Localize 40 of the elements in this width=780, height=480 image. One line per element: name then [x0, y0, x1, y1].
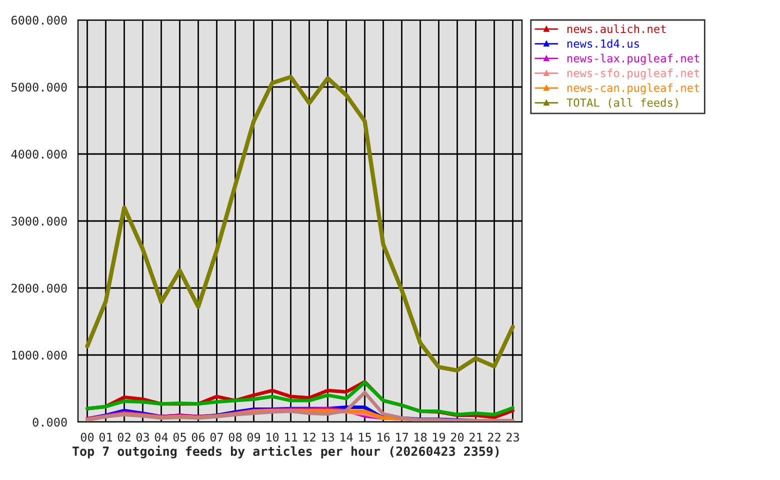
x-tick-label: 14: [340, 432, 353, 442]
legend-label: news.1d4.us: [567, 39, 639, 48]
x-tick-label: 08: [228, 432, 242, 442]
y-tick-label: 3000.000: [12, 216, 67, 226]
x-tick-label: 10: [266, 432, 279, 442]
x-tick-label: 18: [414, 432, 427, 442]
x-tick-label: 21: [470, 432, 482, 442]
x-tick-label: 02: [118, 432, 130, 442]
x-tick-label: 20: [451, 432, 464, 442]
legend-label: news-can.pugleaf.net: [567, 83, 700, 94]
y-tick-label: 2000.000: [12, 284, 67, 293]
x-tick-label: 05: [173, 432, 186, 442]
x-tick-label: 12: [304, 432, 316, 442]
x-tick-label: 11: [285, 432, 298, 442]
x-tick-label: 16: [378, 432, 390, 442]
x-tick-label: 15: [359, 432, 371, 442]
legend-label: news-sfo.pugleaf.net: [567, 68, 700, 80]
x-tick-label: 04: [154, 432, 168, 442]
y-tick-label: 1000.000: [12, 350, 67, 360]
x-tick-label: 17: [396, 432, 408, 442]
x-tick-label: 22: [488, 432, 500, 442]
y-tick-label: 0.000: [32, 418, 67, 427]
legend-label: news-lax.pugleaf.net: [567, 54, 700, 65]
y-tick-label: 6000.000: [11, 16, 67, 25]
x-tick-label: 13: [322, 432, 334, 442]
legend-label: TOTAL (all feeds): [566, 98, 678, 108]
x-tick-label: 09: [247, 432, 260, 442]
text: Top 7 outgoing feeds by articles per hour (20260423 2359): [72, 446, 499, 458]
x-tick-label: 01: [99, 432, 112, 442]
x-tick-label: 23: [506, 432, 519, 442]
x-tick-label: 03: [136, 432, 149, 442]
y-tick-label: 5000.000: [12, 82, 67, 92]
x-tick-label: 00: [80, 432, 94, 442]
line-series: [85, 74, 515, 372]
line-series: [86, 390, 514, 422]
x-tick-label: 07: [210, 432, 223, 442]
y-tick-label: 4000.000: [11, 150, 67, 159]
legend-label: news.aulich.net: [567, 24, 666, 34]
x-tick-label: 06: [192, 432, 205, 442]
x-tick-label: 19: [433, 432, 446, 442]
